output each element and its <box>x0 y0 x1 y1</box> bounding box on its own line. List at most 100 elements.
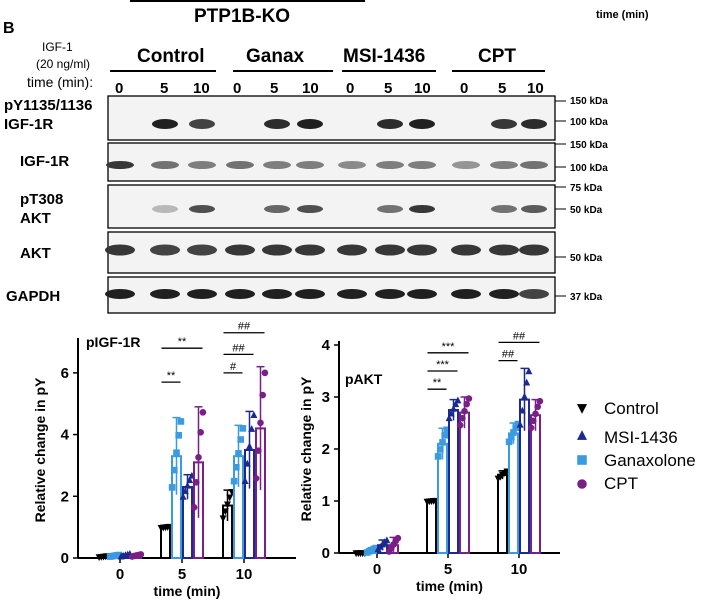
blot-band <box>490 161 518 169</box>
significance-label: ## <box>502 349 515 361</box>
blot-band <box>297 119 323 129</box>
data-point <box>458 414 466 422</box>
bar <box>459 411 470 554</box>
significance-label: ** <box>167 370 176 382</box>
lane-time: 5 <box>384 80 393 97</box>
blot-strip <box>107 142 556 182</box>
group-label-ganax: Ganax <box>246 46 305 67</box>
data-point <box>230 477 238 485</box>
data-point <box>439 439 446 446</box>
lane-time: 5 <box>270 80 279 97</box>
lane-time: 10 <box>302 80 319 97</box>
kda-marker: 100 kDa <box>570 163 608 174</box>
data-point <box>184 481 191 489</box>
blot-band <box>337 244 367 256</box>
chart-pakt: 0 1 2 3 4 0 5 10 time (min) Relative change in pY… <box>298 330 560 594</box>
group-header-rule <box>130 0 365 2</box>
x-axis-title: time (min) <box>154 583 221 599</box>
legend-label-cpt: CPT <box>604 474 638 493</box>
legend-marker-icon <box>577 479 587 489</box>
data-point <box>199 409 207 416</box>
legend-marker-icon <box>577 430 587 440</box>
y-tick-label: 2 <box>322 441 330 458</box>
blot-band <box>521 205 547 213</box>
significance-label: *** <box>442 341 456 353</box>
blot-band <box>295 289 325 299</box>
data-point <box>394 534 402 542</box>
data-point <box>171 466 178 474</box>
x-tick-label: 10 <box>511 561 528 578</box>
blot-label-pigf1r: pY1135/1136 IGF-1R <box>4 97 93 133</box>
y-tick-label: 3 <box>322 389 330 406</box>
group-label-msi: MSI-1436 <box>343 46 426 67</box>
data-point <box>450 404 457 412</box>
lane-time: 10 <box>193 80 210 97</box>
blot-band <box>189 205 215 213</box>
blot-band <box>520 161 548 169</box>
blot-band <box>337 289 367 299</box>
chart-title: pIGF-1R <box>86 334 140 350</box>
blot-band <box>376 161 404 169</box>
data-point <box>532 410 539 418</box>
blot-band <box>295 244 325 256</box>
bar <box>448 409 459 554</box>
blot-band <box>451 289 481 299</box>
bar <box>530 414 541 555</box>
blot-band <box>491 119 517 129</box>
blot-band <box>226 161 254 169</box>
ptp1b-ko-label: PTP1B-KO <box>194 6 291 27</box>
blot-band <box>264 205 290 213</box>
data-point <box>525 367 533 375</box>
blot-band <box>152 119 178 129</box>
y-tick-label: 4 <box>61 427 70 444</box>
y-tick-label: 0 <box>322 545 330 562</box>
data-point <box>193 479 200 486</box>
igf1-dose-label: (20 ng/ml) <box>36 57 91 71</box>
data-point <box>246 442 253 450</box>
data-point <box>239 425 247 432</box>
y-tick-label: 4 <box>322 337 331 354</box>
data-point <box>445 414 453 422</box>
lane-time: 5 <box>160 80 169 97</box>
data-point <box>173 449 180 457</box>
blot-band <box>451 244 481 256</box>
x-tick-label: 0 <box>373 561 381 578</box>
significance-label: ** <box>433 377 442 389</box>
data-point <box>179 492 187 500</box>
data-point <box>523 378 531 386</box>
blot-band <box>408 161 436 169</box>
data-point <box>186 476 194 484</box>
data-point <box>518 406 526 414</box>
data-point <box>441 432 449 439</box>
blot-band <box>338 161 366 169</box>
bar <box>508 432 519 554</box>
kda-marker: 50 kDa <box>570 253 603 264</box>
blot-label-gapdh: GAPDH <box>6 288 61 305</box>
legend-marker-icon <box>577 455 587 465</box>
data-point <box>177 418 185 425</box>
blot-band <box>375 289 405 299</box>
blot-band <box>264 119 290 129</box>
data-point <box>233 463 240 471</box>
data-point <box>137 551 145 558</box>
data-point <box>454 396 462 404</box>
data-point <box>190 504 198 511</box>
significance-label: *** <box>436 359 450 371</box>
lane-time: 0 <box>460 80 469 97</box>
y-axis-title: Relative change in pY <box>32 377 48 522</box>
bar <box>437 442 448 554</box>
data-point <box>254 447 262 454</box>
blot-band <box>452 161 480 169</box>
data-point <box>243 459 251 467</box>
data-point <box>527 424 535 432</box>
top-time-fragment: time (min) <box>596 9 649 21</box>
blot-band <box>409 119 435 129</box>
data-point <box>257 419 264 427</box>
blot-band <box>491 205 517 213</box>
kda-marker: 50 kDa <box>570 205 603 216</box>
group-label-cpt: CPT <box>478 46 516 67</box>
legend <box>577 404 587 489</box>
significance-label: # <box>230 361 237 373</box>
x-axis-title: time (min) <box>416 578 483 594</box>
blot-band <box>106 161 134 169</box>
